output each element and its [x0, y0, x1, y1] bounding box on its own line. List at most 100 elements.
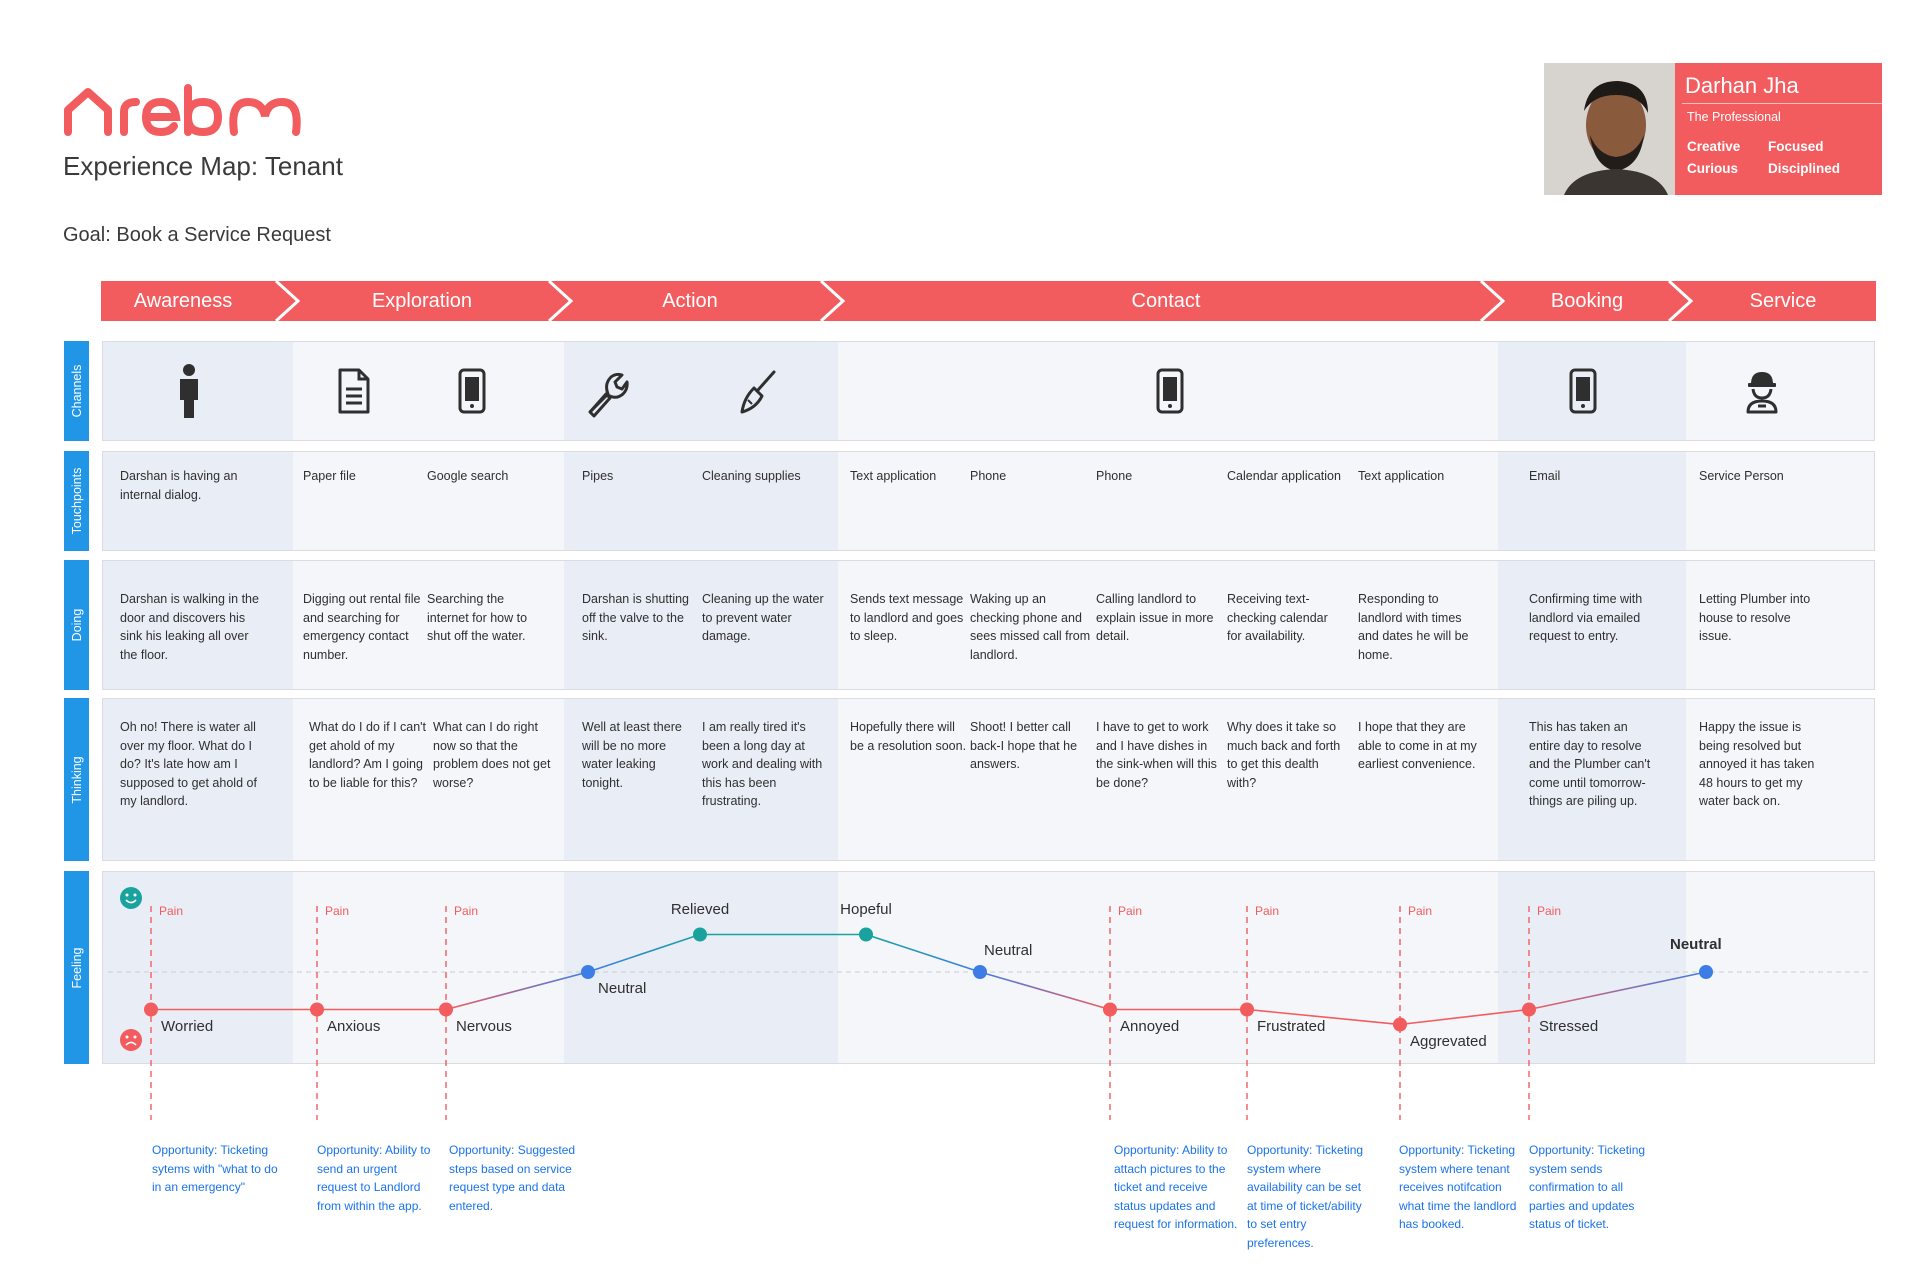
row-tab-doing: Doing [64, 560, 89, 690]
touchpoint-cell: Phone [1096, 469, 1133, 483]
thinking-cell: Hopefully there will be a resolution soo… [850, 720, 967, 753]
persona-trait: Disciplined [1768, 161, 1841, 176]
touchpoint-cell: Darshan is having an internal dialog. [120, 469, 238, 502]
row-tab-touchpoints: Touchpoints [64, 451, 89, 551]
column-shade [103, 452, 293, 550]
feeling-segment [1528, 971, 1707, 1011]
persona-role: The Professional [1687, 110, 1781, 124]
thinking-cell: Oh no! There is water all over my floor.… [120, 720, 257, 808]
feeling-point [581, 965, 595, 979]
doing-cell: Waking up an checking phone and sees mis… [970, 592, 1091, 662]
feeling-point [310, 1002, 324, 1017]
mobile-icon [1156, 368, 1184, 414]
feeling-point [1103, 1002, 1117, 1017]
stage-banner: Awareness Exploration Action Contact Boo… [101, 281, 1876, 321]
stage-booking: Booking [1550, 290, 1624, 312]
doing-cell: Digging out rental file and searching fo… [303, 592, 421, 662]
touchpoint-cell: Text application [850, 469, 937, 483]
doing-cell: Responding to landlord with times and da… [1358, 592, 1469, 662]
feeling-label: Relieved [670, 900, 730, 918]
doing-cell: Searching the internet for how to shut o… [427, 592, 528, 643]
doing-cell: Sends text message to landlord and goes … [850, 592, 964, 643]
feeling-point [693, 927, 707, 942]
feeling-segment [587, 933, 701, 973]
wrench-icon [588, 372, 629, 418]
thinking-cell: Shoot! I better call back-I hope that he… [970, 720, 1078, 771]
touchpoint-cell: Paper file [303, 469, 356, 483]
persona-name: Darhan Jha [1685, 73, 1799, 98]
column-shade [564, 452, 838, 550]
feeling-point [144, 1002, 158, 1017]
row-touchpoints [102, 451, 1875, 551]
feeling-point [1240, 1002, 1254, 1017]
thinking-cell: I hope that they are able to come in at … [1358, 720, 1477, 771]
doing-cell: Confirming time with landlord via emaile… [1529, 592, 1643, 643]
row-feeling [102, 871, 1875, 1064]
column-shade [564, 342, 838, 440]
doing-cell: Darshan is walking in the door and disco… [120, 592, 259, 662]
feeling-segment [1246, 1008, 1401, 1026]
thinking-cell: Well at least there will be no more wate… [582, 720, 682, 790]
thinking-cell: Happy the issue is being resolved but an… [1699, 720, 1815, 808]
column-shade [1498, 452, 1686, 550]
mobile-icon [458, 368, 486, 414]
feeling-label: Aggrevated [1410, 1032, 1487, 1050]
pain-label: Pain [454, 904, 479, 918]
feeling-point [439, 1002, 453, 1017]
feeling-label: Neutral [1670, 936, 1722, 953]
touchpoint-cell: Service Person [1699, 469, 1784, 483]
row-thinking [102, 698, 1875, 861]
feeling-label: Annoyed [1120, 1017, 1180, 1035]
touchpoint-cell: Email [1529, 469, 1561, 483]
thinking-cell: What can I do right now so that the prob… [433, 720, 551, 790]
page-title: Experience Map: Tenant [63, 151, 343, 181]
stage-contact: Contact [1131, 290, 1201, 312]
stage-banner-shape [101, 281, 1876, 321]
feeling-label: Hopeful [840, 900, 892, 918]
column-shade [1498, 342, 1686, 440]
feeling-point [1393, 1017, 1407, 1032]
pain-label: Pain [1255, 904, 1280, 918]
doing-cell: Receiving text-checking calendar for ava… [1227, 592, 1328, 643]
feeling-segment [1399, 1008, 1530, 1026]
pain-label: Pain [325, 904, 350, 918]
opportunity-note: Opportunity: Suggested steps based on se… [449, 1143, 576, 1213]
brush-icon [740, 370, 776, 414]
feeling-label: Stressed [1539, 1017, 1599, 1035]
column-shade [103, 699, 293, 860]
feeling-label: Worried [161, 1017, 214, 1035]
thinking-cell: This has taken an entire day to resolve … [1529, 720, 1651, 808]
feeling-label: Frustrated [1257, 1017, 1326, 1035]
mobile-icon [1569, 368, 1597, 414]
persona-photo [1544, 63, 1675, 195]
column-shade [564, 699, 838, 860]
feeling-segment [445, 971, 589, 1011]
touchpoint-cell: Phone [970, 469, 1007, 483]
feeling-label: Anxious [327, 1017, 381, 1035]
touchpoint-cell: Pipes [582, 469, 614, 483]
stage-action: Action [662, 290, 718, 312]
touchpoint-cell: Calendar application [1227, 469, 1341, 483]
doing-cell: Calling landlord to explain issue in mor… [1096, 592, 1214, 643]
happy-face-icon [120, 887, 142, 909]
rebo-logo [64, 84, 301, 136]
touchpoint-cell: Cleaning supplies [702, 469, 801, 483]
column-shade [1498, 699, 1686, 860]
opportunity-note: Opportunity: Ticketing system sends conf… [1529, 1143, 1646, 1231]
column-shade [564, 561, 838, 689]
pain-label: Pain [1408, 904, 1433, 918]
pain-label: Pain [1537, 904, 1562, 918]
thinking-cell: I am really tired it's been a long day a… [702, 720, 823, 808]
stage-exploration: Exploration [371, 290, 473, 312]
thinking-cell: Why does it take so much back and forth … [1227, 720, 1341, 790]
worker-icon [1746, 372, 1778, 414]
stage-awareness: Awareness [133, 290, 233, 312]
doing-cell: Darshan is shutting off the valve to the… [582, 592, 690, 643]
column-shade [103, 561, 293, 689]
feeling-segment [865, 933, 981, 973]
row-tab-thinking: Thinking [64, 698, 89, 861]
opportunity-note: Opportunity: Ability to send an urgent r… [317, 1143, 431, 1213]
thinking-cell: I have to get to work and I have dishes … [1096, 720, 1217, 790]
opportunity-note: Opportunity: Ticketing system where avai… [1247, 1143, 1364, 1250]
